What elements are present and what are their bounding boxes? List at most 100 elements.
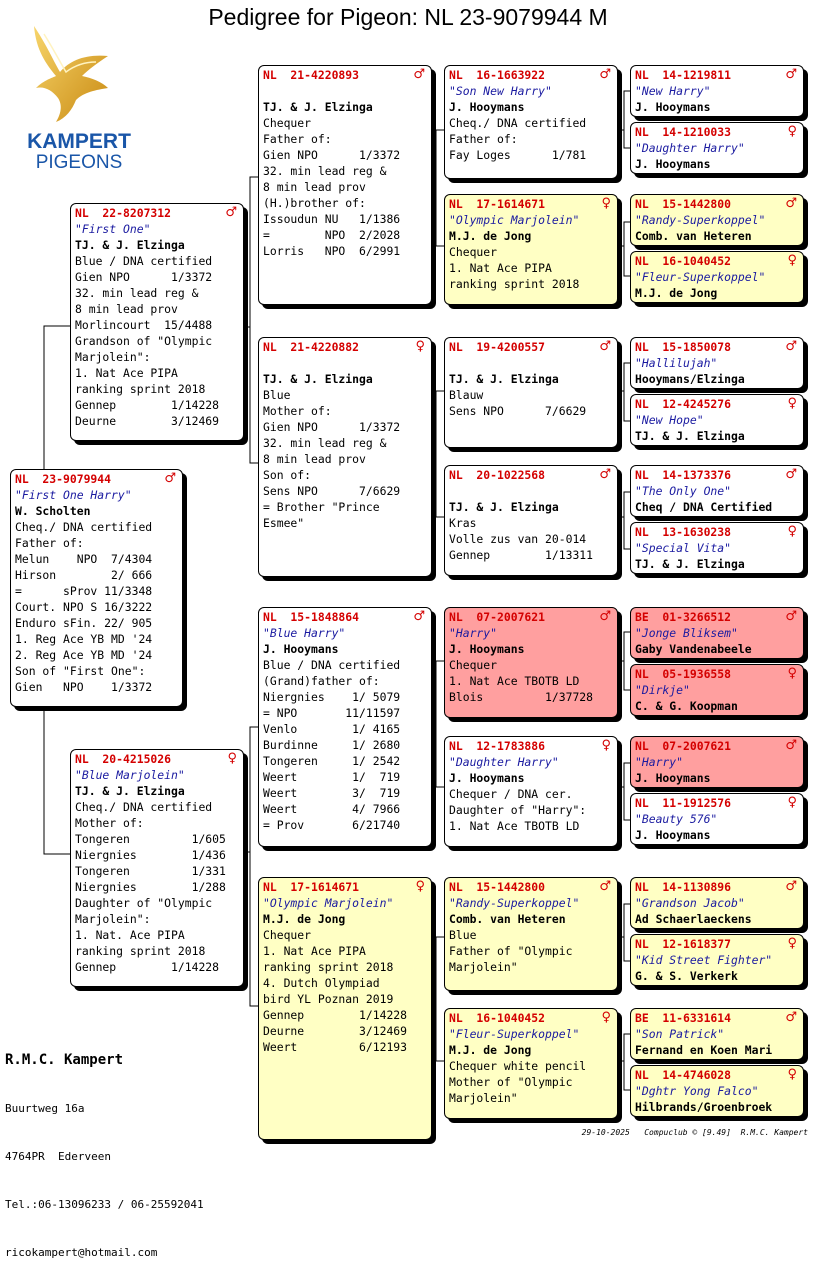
owner-name: M.J. de Jong (449, 229, 532, 243)
female-icon: ♀ (787, 524, 797, 539)
ring-number: NL 15-1850078 (635, 340, 732, 354)
info-line: Grandson of "Olympic (75, 334, 213, 348)
info-line: Niergnies 1/436 (75, 848, 226, 862)
owner-name: J. Hooymans (449, 642, 525, 656)
ring-number: NL 12-1618377 (635, 937, 732, 951)
info-line: 1. Nat Ace PIPA (75, 366, 178, 380)
owner-name: TJ. & J. Elzinga (75, 784, 185, 798)
info-line: = Brother "Prince (263, 500, 380, 514)
pedigree-card-mfm: NL 12-1783886 ♀ "Daughter Harry" J. Hooyman… (444, 736, 618, 847)
ring-number: NL 19-4200557 (449, 340, 546, 354)
male-icon: ♂ (785, 467, 797, 482)
info-line: Marjolein": (75, 350, 151, 364)
owner-name: Hilbrands/Groenbroek (635, 1100, 773, 1114)
pedigree-card-ggp-4: NL 16-1040452 ♀ "Fleur-Superkoppel" M.J. de… (630, 251, 804, 303)
male-icon: ♂ (785, 609, 797, 624)
info-line: Kras (449, 516, 477, 530)
info-line: Venlo 1/ 4165 (263, 722, 401, 736)
info-line: Volle zus van 20-014 (449, 532, 587, 546)
owner-name: M.J. de Jong (449, 1043, 532, 1057)
info-line: 1. Nat Ace TBOTB LD (449, 674, 580, 688)
pigeon-name: "Randy-Superkoppel" (449, 896, 580, 910)
male-icon: ♂ (785, 339, 797, 354)
ring-number: NL 20-4215026 (75, 752, 172, 766)
info-line: Weert 4/ 7966 (263, 802, 401, 816)
pigeon-name: "First One Harry" (15, 488, 132, 502)
pedigree-card-mmf: NL 15-1442800 ♂ "Randy-Superkoppel" Comb. v… (444, 877, 618, 991)
info-line: ranking sprint 2018 (263, 960, 394, 974)
info-line: Blois 1/37728 (449, 690, 594, 704)
info-line: 8 min lead prov (263, 180, 366, 194)
info-line: Blauw (449, 388, 484, 402)
owner-name: J. Hooymans (263, 642, 339, 656)
pigeon-name: "New Harry" (635, 84, 711, 98)
info-line: = NPO 2/2028 (263, 228, 401, 242)
pedigree-card-subject: NL 23-9079944 ♂ "First One Harry" W. Scholt… (10, 469, 183, 707)
info-line: Niergnies 1/288 (75, 880, 226, 894)
owner-name: Cheq / DNA Certified (635, 500, 773, 514)
pigeon-name: "Hallilujah" (635, 356, 718, 370)
blank-line (449, 355, 613, 371)
info-line: Weert 1/ 719 (263, 770, 401, 784)
pedigree-card-mff: NL 07-2007621 ♂ "Harry" J. Hooymans Chequer 1… (444, 607, 618, 718)
owner-name: TJ. & J. Elzinga (263, 372, 373, 386)
pedigree-card-father-father: NL 21-4220893 ♂ TJ. & J. Elzinga Chequer Fat… (258, 65, 432, 305)
blank-line (449, 483, 613, 499)
male-icon: ♂ (599, 609, 611, 624)
male-icon: ♂ (599, 67, 611, 82)
info-line: Son of "First One": (15, 664, 146, 678)
owner-name: G. & S. Verkerk (635, 969, 738, 983)
owner-name: Ad Schaerlaeckens (635, 912, 752, 926)
kampert-pigeons-logo: KAMPERT PIGEONS (27, 26, 131, 172)
info-line: Blue (449, 928, 477, 942)
info-line: Gien NPO 1/3372 (15, 680, 153, 694)
owner-name: Comb. van Heteren (449, 912, 566, 926)
ring-number: NL 16-1040452 (635, 254, 732, 268)
info-line: Marjolein": (75, 912, 151, 926)
info-line: Sens NPO 7/6629 (449, 404, 587, 418)
owner-name: J. Hooymans (635, 771, 711, 785)
pedigree-card-ggp-11: NL 07-2007621 ♂ "Harry" J. Hooymans (630, 736, 804, 788)
info-line: Tongeren 1/605 (75, 832, 226, 846)
info-line: = Prov 6/21740 (263, 818, 401, 832)
owner-name: TJ. & J. Elzinga (635, 429, 745, 443)
male-icon: ♂ (599, 467, 611, 482)
owner-name: TJ. & J. Elzinga (449, 500, 559, 514)
info-line: 8 min lead prov (75, 302, 178, 316)
male-icon: ♂ (413, 67, 425, 82)
female-icon: ♀ (787, 253, 797, 268)
info-line: 1. Reg Ace YB MD '24 (15, 632, 153, 646)
pedigree-card-ggp-10: NL 05-1936558 ♀ "Dirkje" C. & G. Koopman (630, 664, 804, 716)
pedigree-card-ggp-2: NL 14-1210033 ♀ "Daughter Harry" J. Hooyman… (630, 122, 804, 174)
female-icon: ♀ (415, 339, 425, 354)
owner-name: TJ. & J. Elzinga (263, 100, 373, 114)
ring-number: NL 13-1630238 (635, 525, 732, 539)
info-line: Chequer (449, 245, 498, 259)
info-line: (H.)brother of: (263, 196, 366, 210)
owner-name: J. Hooymans (635, 157, 711, 171)
breeder-email: ricokampert@hotmail.com (5, 1246, 158, 1259)
male-icon: ♂ (225, 205, 237, 220)
logo-text-kampert: KAMPERT (27, 130, 131, 153)
ring-number: NL 11-1912576 (635, 796, 732, 810)
info-line: Hirson 2/ 666 (15, 568, 153, 582)
ring-number: NL 21-4220882 (263, 340, 360, 354)
pigeon-name: "Kid Street Fighter" (635, 953, 773, 967)
female-icon: ♀ (601, 1010, 611, 1025)
male-icon: ♂ (785, 879, 797, 894)
pigeon-name: "Daughter Harry" (449, 755, 559, 769)
info-line: 1. Nat. Ace PIPA (75, 928, 185, 942)
ring-number: NL 12-4245276 (635, 397, 732, 411)
info-line: Gien NPO 1/3372 (75, 270, 213, 284)
ring-number: BE 11-6331614 (635, 1011, 732, 1025)
info-line: 32. min lead reg & (263, 164, 387, 178)
male-icon: ♂ (599, 339, 611, 354)
ring-number: NL 14-1373376 (635, 468, 732, 482)
pedigree-card-ggp-8: NL 13-1630238 ♀ "Special Vita" TJ. & J. Elz… (630, 522, 804, 574)
owner-name: M.J. de Jong (263, 912, 346, 926)
ring-number: NL 07-2007621 (635, 739, 732, 753)
info-line: Chequer (263, 928, 312, 942)
pigeon-name: "Fleur-Superkoppel" (449, 1027, 580, 1041)
owner-name: J. Hooymans (449, 771, 525, 785)
info-line: Marjolein" (449, 1091, 518, 1105)
